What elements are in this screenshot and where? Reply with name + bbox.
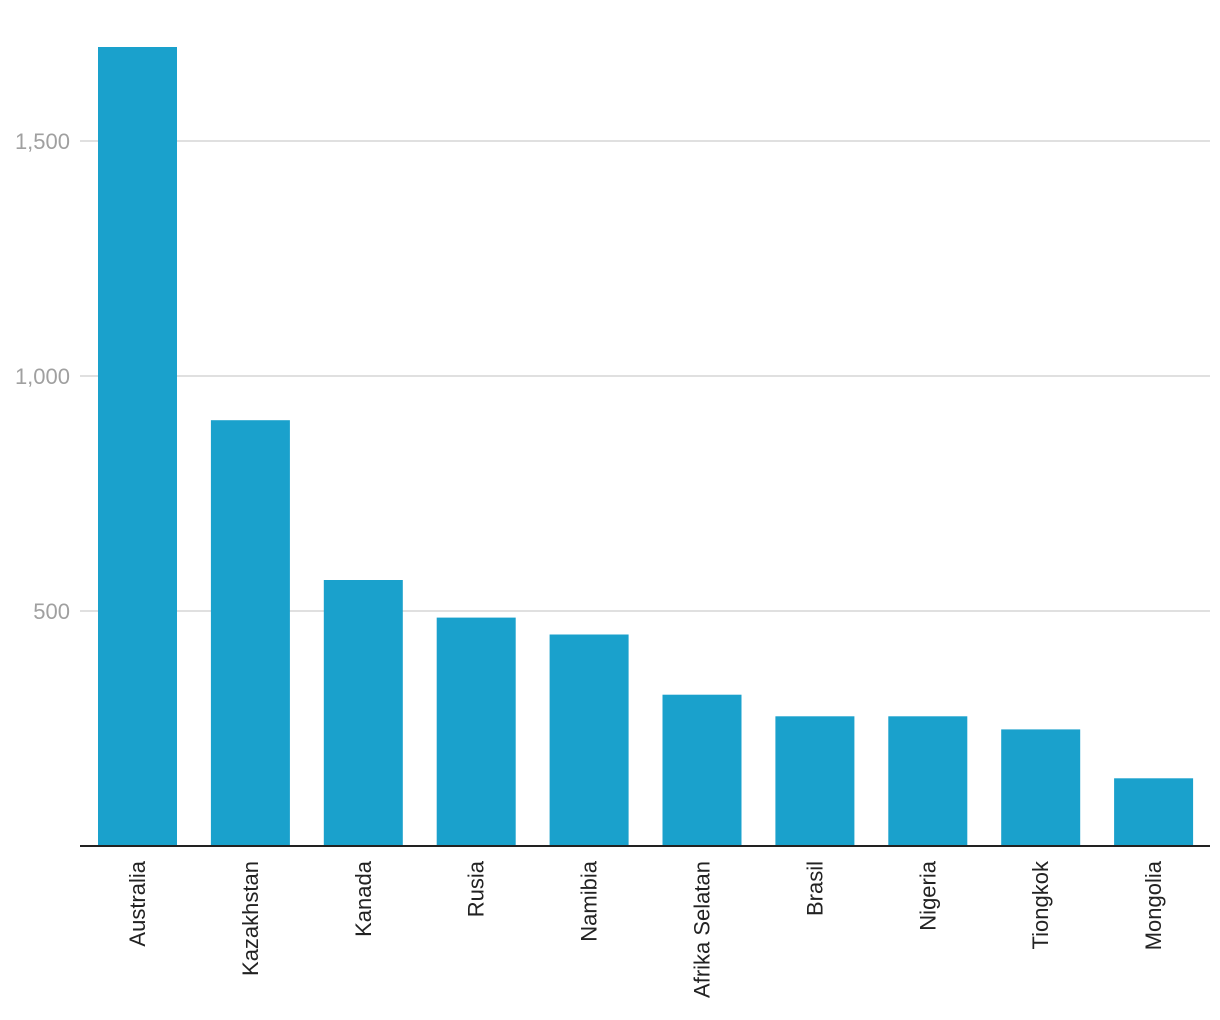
bar-brasil (775, 716, 855, 846)
x-tick-label: Afrika Selatan (690, 861, 715, 998)
bar-kazakhstan (210, 420, 290, 846)
x-tick-label: Australia (125, 860, 150, 946)
x-tick-label: Kazakhstan (238, 861, 263, 976)
y-tick-label: 500 (33, 599, 70, 624)
x-tick-label: Nigeria (915, 860, 940, 930)
x-tick-label: Tiongkok (1028, 860, 1053, 949)
bar-mongolia (1114, 778, 1194, 846)
bars (98, 47, 1194, 846)
bar-kanada (323, 580, 403, 846)
bar-namibia (549, 634, 629, 846)
x-tick-label: Brasil (802, 861, 827, 916)
x-tick-label: Namibia (577, 860, 602, 941)
bar-australia (98, 47, 177, 846)
bar-afrika-selatan (662, 694, 742, 846)
x-tick-label: Rusia (464, 860, 489, 917)
x-tick-label: Kanada (351, 860, 376, 937)
y-tick-label: 1,000 (15, 364, 70, 389)
x-tick-label: Mongolia (1141, 860, 1166, 950)
bar-nigeria (888, 716, 968, 846)
y-axis-ticks: 500 1,000 1,500 (15, 129, 70, 624)
y-tick-label: 1,500 (15, 129, 70, 154)
bar-tiongkok (1001, 729, 1081, 846)
bar-rusia (436, 617, 516, 846)
x-axis-ticks: Australia Kazakhstan Kanada Rusia Namibia Afr… (125, 860, 1166, 998)
